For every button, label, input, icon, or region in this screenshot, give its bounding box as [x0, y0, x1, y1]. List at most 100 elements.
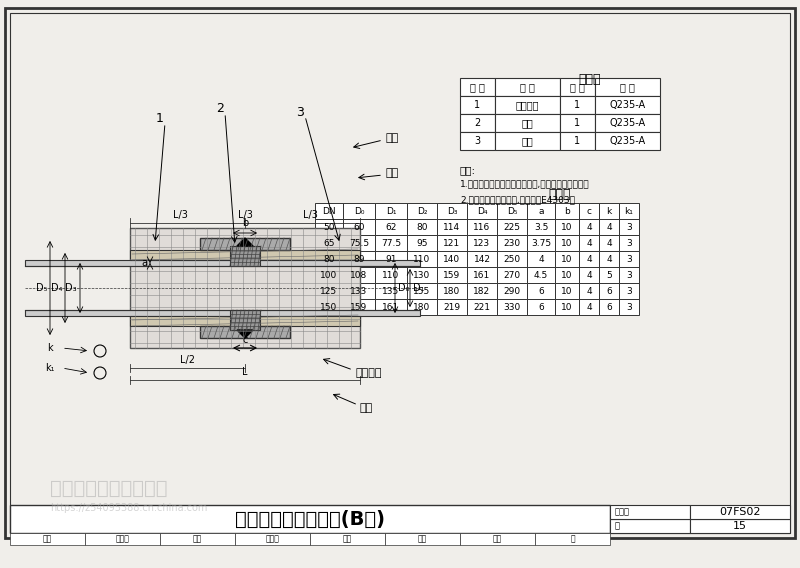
- Bar: [560, 96, 595, 114]
- Bar: [535, 533, 610, 545]
- Bar: [579, 283, 599, 299]
- Text: 07FS02: 07FS02: [719, 507, 761, 517]
- Bar: [315, 283, 343, 299]
- Bar: [467, 283, 497, 299]
- Bar: [579, 203, 599, 219]
- Text: 50: 50: [323, 223, 334, 232]
- Text: 225: 225: [503, 223, 521, 232]
- Text: DN: DN: [322, 207, 336, 215]
- Text: 1: 1: [574, 100, 581, 110]
- Bar: [560, 132, 595, 150]
- Bar: [437, 235, 467, 251]
- Text: 4: 4: [606, 239, 612, 248]
- Bar: [495, 132, 560, 150]
- Text: 1: 1: [156, 111, 164, 124]
- Text: Q235-A: Q235-A: [610, 136, 646, 146]
- Text: 182: 182: [474, 286, 490, 295]
- Text: D₅: D₅: [36, 283, 47, 293]
- Text: 3.5: 3.5: [534, 223, 548, 232]
- Bar: [460, 132, 495, 150]
- Text: 校对: 校对: [193, 534, 202, 544]
- Bar: [599, 203, 619, 219]
- Bar: [385, 533, 460, 545]
- Bar: [315, 299, 343, 315]
- Bar: [343, 251, 375, 267]
- Text: 图集号: 图集号: [615, 507, 630, 516]
- Bar: [130, 228, 360, 348]
- Bar: [527, 235, 555, 251]
- Text: 尺寸表: 尺寸表: [549, 188, 571, 201]
- Text: 1: 1: [574, 136, 581, 146]
- Text: D₄: D₄: [477, 207, 487, 215]
- Text: 230: 230: [503, 239, 521, 248]
- Text: Q235-A: Q235-A: [610, 100, 646, 110]
- Text: 许办民: 许办民: [115, 534, 130, 544]
- Bar: [310, 533, 385, 545]
- Text: 10: 10: [562, 254, 573, 264]
- Bar: [599, 219, 619, 235]
- Bar: [343, 235, 375, 251]
- Polygon shape: [237, 238, 253, 246]
- Bar: [467, 219, 497, 235]
- Text: L/3: L/3: [302, 210, 318, 220]
- Bar: [130, 250, 360, 260]
- Bar: [497, 219, 527, 235]
- Text: 77.5: 77.5: [381, 239, 401, 248]
- Text: 161: 161: [382, 303, 400, 311]
- Text: 3: 3: [626, 223, 632, 232]
- Text: 250: 250: [503, 254, 521, 264]
- Text: D₃: D₃: [66, 283, 77, 293]
- Text: 石棉水泥: 石棉水泥: [355, 368, 382, 378]
- Text: D₀: D₀: [398, 283, 410, 293]
- Bar: [160, 533, 235, 545]
- Bar: [343, 283, 375, 299]
- Bar: [579, 219, 599, 235]
- Text: 编 号: 编 号: [470, 82, 485, 92]
- Bar: [375, 267, 407, 283]
- Text: D₃: D₃: [446, 207, 458, 215]
- Text: 1: 1: [574, 118, 581, 128]
- Text: D₂: D₂: [417, 207, 427, 215]
- Bar: [599, 251, 619, 267]
- Text: L/2: L/2: [180, 355, 195, 365]
- Bar: [467, 299, 497, 315]
- Bar: [619, 251, 639, 267]
- Bar: [407, 267, 437, 283]
- Text: 125: 125: [321, 286, 338, 295]
- Text: 80: 80: [416, 223, 428, 232]
- Text: 159: 159: [350, 303, 368, 311]
- Bar: [599, 235, 619, 251]
- Bar: [10, 505, 610, 533]
- Text: 3: 3: [296, 107, 304, 119]
- Bar: [230, 310, 260, 330]
- Bar: [467, 235, 497, 251]
- Text: 翼环: 翼环: [522, 118, 534, 128]
- Bar: [235, 533, 310, 545]
- Bar: [343, 203, 375, 219]
- Text: 121: 121: [443, 239, 461, 248]
- Text: 10: 10: [562, 223, 573, 232]
- Bar: [595, 96, 660, 114]
- Bar: [495, 96, 560, 114]
- Bar: [230, 246, 260, 266]
- Text: D₄: D₄: [50, 283, 62, 293]
- Text: 数 量: 数 量: [570, 82, 585, 92]
- Text: D₁: D₁: [386, 207, 396, 215]
- Text: 3: 3: [626, 270, 632, 279]
- Bar: [690, 505, 790, 519]
- Text: Q235-A: Q235-A: [610, 118, 646, 128]
- Bar: [527, 283, 555, 299]
- Text: 75.5: 75.5: [349, 239, 369, 248]
- Text: 60: 60: [354, 223, 365, 232]
- Text: 材料表: 材料表: [578, 73, 602, 86]
- Text: 161: 161: [474, 270, 490, 279]
- Text: 4: 4: [606, 254, 612, 264]
- Text: L: L: [242, 367, 248, 377]
- Text: 设计: 设计: [343, 534, 352, 544]
- Text: 材 料: 材 料: [620, 82, 635, 92]
- Bar: [407, 203, 437, 219]
- Text: 114: 114: [443, 223, 461, 232]
- Text: 说明:: 说明:: [460, 165, 476, 175]
- Text: 6: 6: [606, 286, 612, 295]
- Text: 3: 3: [626, 303, 632, 311]
